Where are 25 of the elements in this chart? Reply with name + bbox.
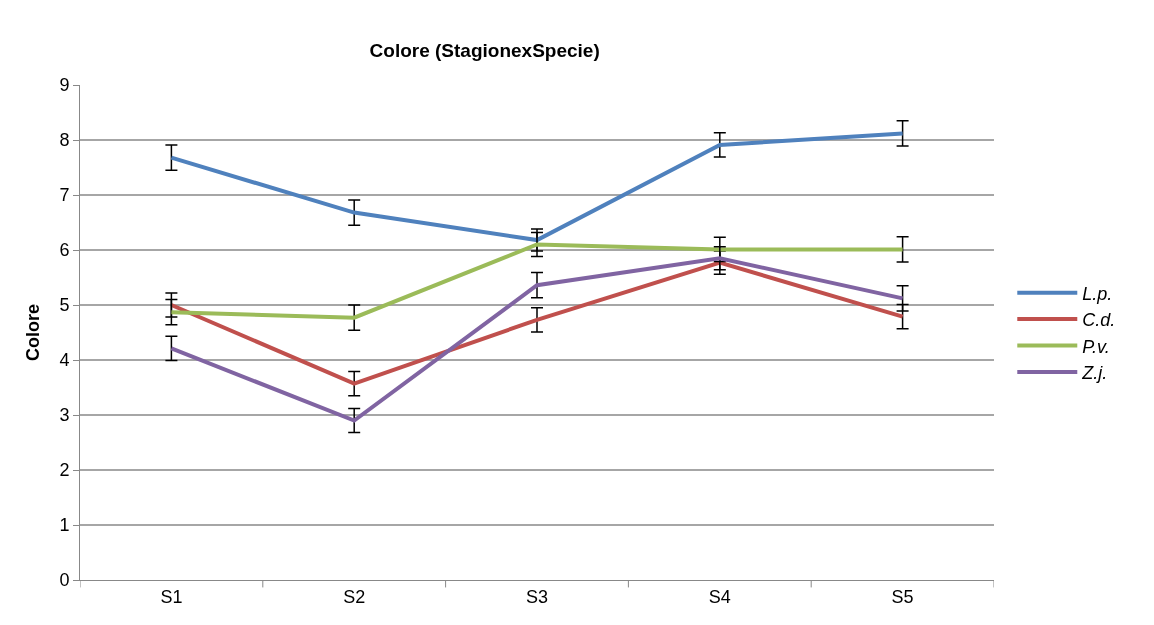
y-tick-label: 4 (59, 350, 70, 371)
legend-label: Z.j. (1081, 362, 1108, 383)
y-tick-label: 1 (59, 515, 70, 536)
x-tick-label: S5 (891, 586, 914, 607)
line-series (169, 242, 905, 320)
x-tick-label: S3 (525, 586, 549, 607)
y-tick-label: 2 (59, 460, 70, 481)
y-tick-label: 5 (59, 295, 70, 316)
legend-label: C.d. (1082, 310, 1116, 331)
line-series (169, 260, 905, 386)
y-tick-label: 6 (59, 240, 70, 261)
legend-label: L.p. (1082, 283, 1113, 304)
y-tick-label: 8 (59, 130, 70, 151)
line-series (169, 256, 905, 423)
y-tick-label: 0 (59, 570, 70, 591)
x-tick-label: S2 (343, 586, 366, 607)
y-axis-title: Colore (22, 303, 43, 362)
legend-label: P.v. (1082, 336, 1110, 357)
line-series (169, 131, 905, 243)
x-tick-label: S4 (708, 586, 731, 607)
y-tick-label: 3 (59, 405, 70, 426)
chart-title: Colore (StagionexSpecie) (369, 40, 600, 62)
y-tick-label: 7 (59, 185, 70, 206)
y-tick-label: 9 (59, 75, 70, 96)
x-tick-label: S1 (160, 586, 183, 607)
